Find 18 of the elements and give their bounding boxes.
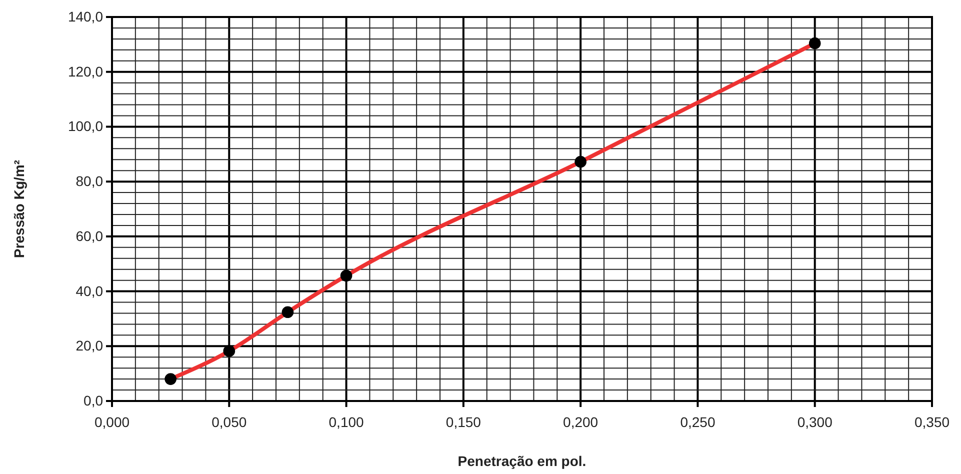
y-tick-label: 0,0 bbox=[84, 392, 104, 408]
x-tick-label: 0,300 bbox=[797, 414, 833, 430]
x-tick-label: 0,150 bbox=[446, 414, 482, 430]
y-tick-label: 100,0 bbox=[68, 118, 104, 134]
y-axis-title: Pressão Kg/m² bbox=[11, 160, 27, 258]
y-tick-label: 80,0 bbox=[76, 173, 104, 190]
y-tick-label: 20,0 bbox=[76, 338, 104, 354]
y-tick-label: 60,0 bbox=[76, 228, 104, 244]
x-tick-label: 0,350 bbox=[914, 414, 950, 430]
y-tick-label: 140,0 bbox=[68, 8, 104, 24]
y-tick-label: 120,0 bbox=[68, 63, 104, 80]
x-tick-label: 0,000 bbox=[94, 414, 130, 430]
x-tick-label: 0,200 bbox=[563, 414, 598, 430]
x-tick-label: 0,100 bbox=[328, 414, 364, 430]
x-axis-title: Penetração em pol. bbox=[458, 453, 586, 469]
y-tick-label: 40,0 bbox=[76, 282, 104, 299]
x-tick-label: 0,250 bbox=[680, 414, 716, 430]
x-tick-label: 0,050 bbox=[212, 414, 247, 430]
